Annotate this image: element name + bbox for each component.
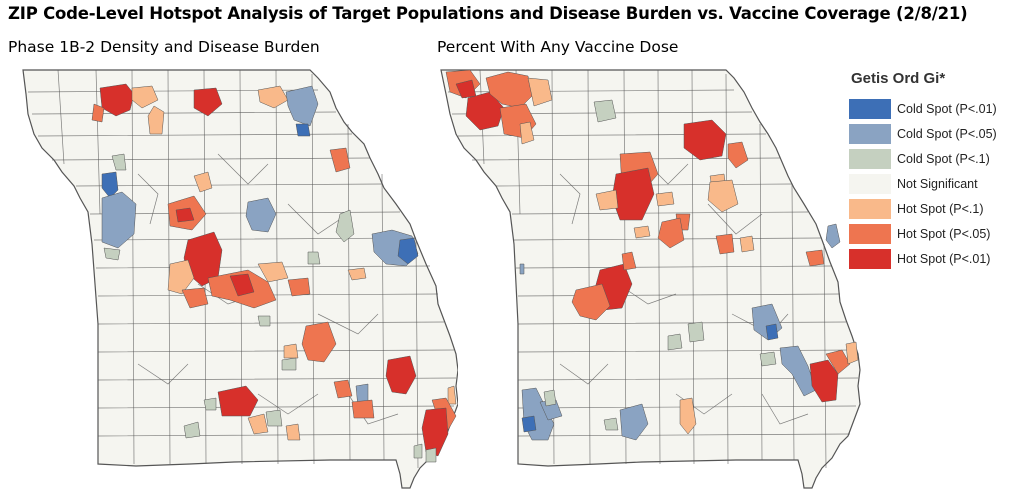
left-missouri-map <box>22 69 458 489</box>
right-missouri-map <box>440 69 861 489</box>
legend-item-cold-05: Cold Spot (P<.05) <box>849 124 1011 144</box>
legend-label: Hot Spot (P<.01) <box>897 252 991 266</box>
legend-item-cold-01: Cold Spot (P<.01) <box>849 99 1011 119</box>
legend-item-hot-05: Hot Spot (P<.05) <box>849 224 1011 244</box>
legend-swatch <box>849 199 891 219</box>
legend-label: Cold Spot (P<.05) <box>897 127 997 141</box>
legend-item-hot-1: Hot Spot (P<.1) <box>849 199 1011 219</box>
hotspot-clusters <box>91 83 457 463</box>
legend-label: Cold Spot (P<.1) <box>897 152 990 166</box>
state-outline <box>440 69 861 489</box>
legend-swatch <box>849 149 891 169</box>
legend-swatch <box>849 99 891 119</box>
left-map-subtitle: Phase 1B-2 Density and Disease Burden <box>8 38 320 56</box>
legend-swatch <box>849 174 891 194</box>
legend-label: Hot Spot (P<.1) <box>897 202 984 216</box>
right-map-subtitle: Percent With Any Vaccine Dose <box>437 38 679 56</box>
legend-title: Getis Ord Gi* <box>851 70 946 87</box>
legend-label: Cold Spot (P<.01) <box>897 102 997 116</box>
legend-swatch <box>849 224 891 244</box>
legend-label: Not Significant <box>897 177 978 191</box>
legend-swatch <box>849 124 891 144</box>
legend-label: Hot Spot (P<.05) <box>897 227 991 241</box>
legend-swatch <box>849 249 891 269</box>
legend-item-hot-01: Hot Spot (P<.01) <box>849 249 1011 269</box>
hotspot-clusters <box>445 69 859 441</box>
legend-item-not-significant: Not Significant <box>849 174 1011 194</box>
legend-item-cold-1: Cold Spot (P<.1) <box>849 149 1011 169</box>
figure-title: ZIP Code-Level Hotspot Analysis of Targe… <box>8 4 968 23</box>
legend: Getis Ord Gi* Cold Spot (P<.01) Cold Spo… <box>846 68 1011 278</box>
